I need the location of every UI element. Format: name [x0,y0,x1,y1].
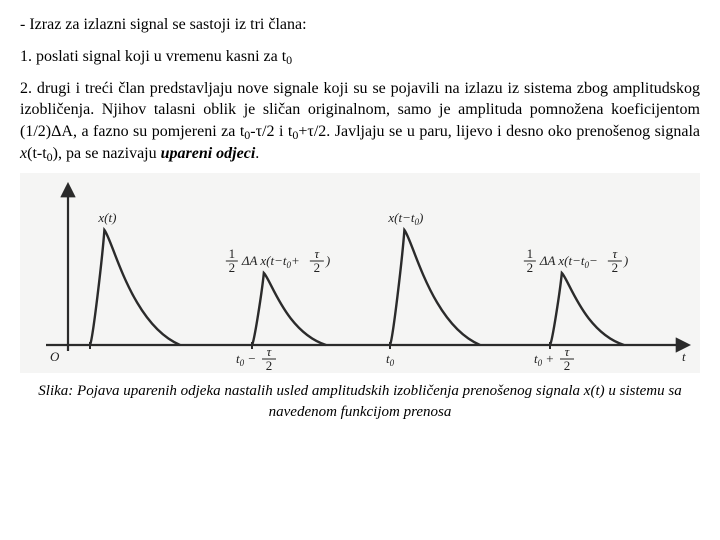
svg-text:): ) [623,253,628,268]
item2-e: ), pa se nazivaju [53,145,161,162]
svg-text:O: O [50,349,60,364]
svg-text:2: 2 [266,358,273,373]
svg-text:2: 2 [612,260,619,275]
svg-text:t0 +: t0 + [534,351,554,368]
svg-text:x(t): x(t) [97,210,116,225]
item2-d: (t-t [27,145,47,162]
intro-text: - Izraz za izlazni signal se sastoji iz … [20,14,700,36]
item2-c: +τ/2. Javljaju se u paru, lijevo i desno… [298,123,700,140]
svg-text:2: 2 [229,260,236,275]
item2-bold: upareni odjeci [161,145,256,162]
svg-text:ΔA x(t−t0+: ΔA x(t−t0+ [241,253,300,270]
svg-text:2: 2 [314,260,321,275]
item1-sub: 0 [286,53,292,67]
svg-text:2: 2 [564,358,571,373]
item-1: 1. poslati signal koji u vremenu kasni z… [20,46,700,68]
svg-text:): ) [325,253,330,268]
figure-wrap: Otx(t)12ΔA x(t−t0+τ2)t0 − τ2x(t−t0)t012Δ… [20,173,700,373]
echoes-figure: Otx(t)12ΔA x(t−t0+τ2)t0 − τ2x(t−t0)t012Δ… [20,173,700,373]
intro: - Izraz za izlazni signal se sastoji iz … [20,16,307,33]
caption-text: Slika: Pojava uparenih odjeka nastalih u… [38,383,681,419]
svg-text:t: t [682,349,686,364]
item2-f: . [255,145,259,162]
svg-text:1: 1 [527,246,534,261]
figure-caption: Slika: Pojava uparenih odjeka nastalih u… [20,381,700,422]
svg-text:2: 2 [527,260,534,275]
item2-b: -τ/2 i t [250,123,292,140]
item-2: 2. drugi i treći član predstavljaju nove… [20,78,700,166]
item1-a: 1. poslati signal koji u vremenu kasni z… [20,48,286,65]
svg-text:t0 −: t0 − [236,351,256,368]
svg-text:ΔA x(t−t0−: ΔA x(t−t0− [539,253,598,270]
svg-text:1: 1 [229,246,236,261]
